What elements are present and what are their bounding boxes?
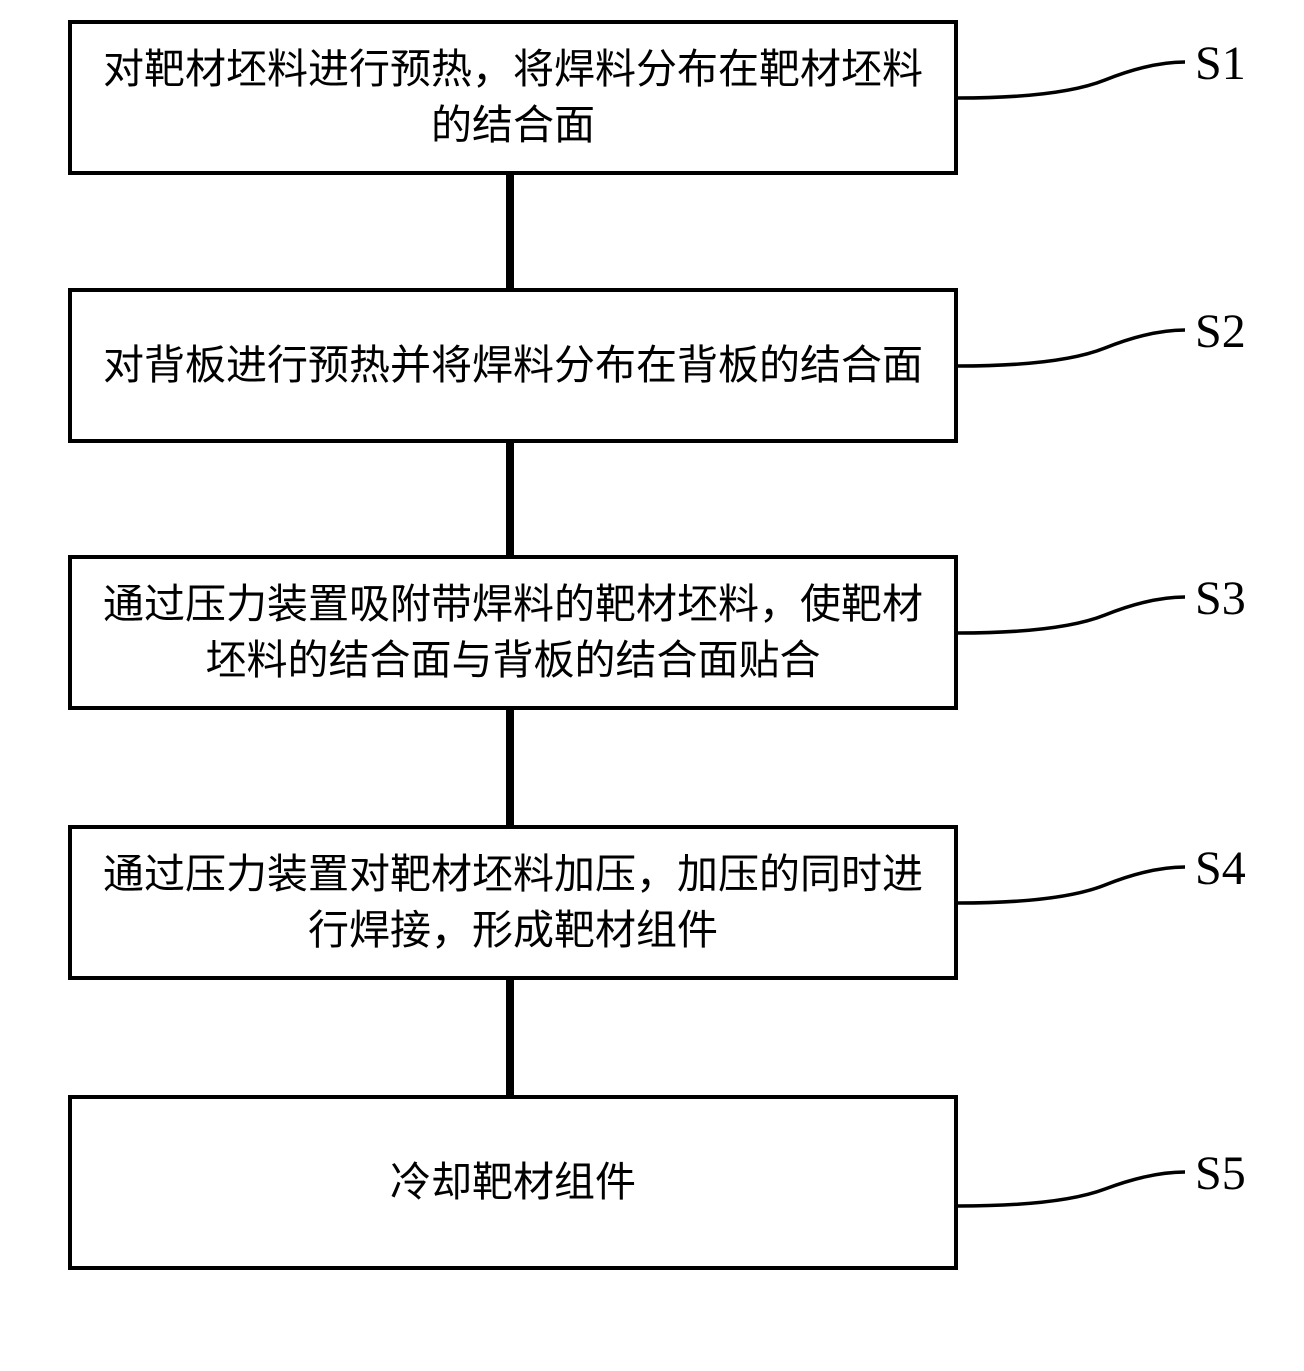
step-label-s3: S3 (1195, 571, 1246, 626)
step-label-text: S1 (1195, 37, 1246, 90)
step-label-s5: S5 (1195, 1146, 1246, 1201)
flowchart-canvas: 对靶材坯料进行预热，将焊料分布在靶材坯料的结合面 对背板进行预热并将焊料分布在背… (0, 0, 1304, 1371)
step-label-text: S2 (1195, 305, 1246, 358)
leader-line (0, 0, 1304, 1371)
step-label-s2: S2 (1195, 304, 1246, 359)
step-label-text: S4 (1195, 842, 1246, 895)
step-label-s4: S4 (1195, 841, 1246, 896)
step-label-text: S5 (1195, 1147, 1246, 1200)
step-label-s1: S1 (1195, 36, 1246, 91)
step-label-text: S3 (1195, 572, 1246, 625)
